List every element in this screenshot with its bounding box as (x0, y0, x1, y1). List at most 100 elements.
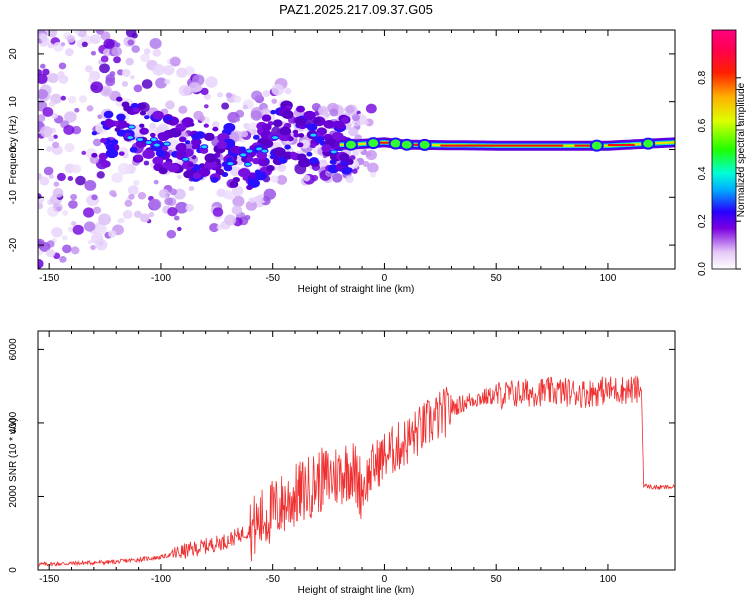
spectrogram-blob (198, 115, 206, 122)
spectrogram-blob (108, 230, 117, 238)
spectrogram-blob (48, 135, 55, 142)
spectrogram-blob (276, 175, 288, 185)
spectrogram-blob-core (130, 102, 139, 110)
spectrogram-blob (329, 108, 339, 117)
spectrogram-blob (178, 84, 192, 97)
spectrogram-blob-core (272, 147, 286, 157)
spectrogram-blob (212, 207, 224, 217)
spectrogram-blob (67, 226, 74, 233)
spectrogram-blob (63, 124, 75, 136)
spectrogram-blob (89, 155, 99, 164)
spectrogram-blob-core (98, 152, 109, 160)
spectrogram-blob (243, 122, 251, 130)
spectrogram-blob-core (309, 143, 316, 149)
spectrogram-blob (67, 95, 77, 104)
spectrogram-blob (240, 130, 249, 138)
spectrogram-xtick-label: -50 (265, 273, 280, 284)
spectrogram-blob (119, 217, 125, 224)
spectrogram-blob (248, 197, 256, 204)
spectrogram-blob-core (246, 156, 254, 162)
snr-ytick-label: 4000 (8, 411, 19, 434)
spectrogram-blob-core (139, 110, 147, 116)
spectrogram-blob-core (203, 123, 209, 128)
spectrogram-blob (242, 104, 249, 110)
spectrogram-blob (356, 110, 361, 115)
spectrogram-blob (173, 215, 180, 221)
spectrogram-blob (38, 114, 46, 123)
spectrogram-blob (270, 175, 279, 183)
spectrogram-blob-core (215, 168, 225, 176)
spectrogram-blob-core (281, 109, 294, 120)
spectrogram-blob (42, 38, 47, 43)
spectrogram-marks (38, 30, 675, 269)
spectrogram-blob-core (277, 156, 286, 163)
spectrogram-knot (589, 139, 604, 152)
spectrogram-blob (81, 150, 87, 156)
spectrogram-peak (245, 148, 254, 154)
spectrogram-blob (139, 213, 150, 223)
spectrogram-blob (66, 35, 76, 43)
spectrogram-blob (51, 227, 63, 238)
spectrogram-peak (329, 149, 338, 155)
spectrogram-blob (133, 84, 143, 93)
spectrogram-blob-core (298, 157, 311, 168)
spectrogram-blob (152, 63, 165, 76)
spectrogram-blob (188, 82, 201, 93)
spectrogram-blob-core (103, 110, 114, 119)
spectrogram-blob-core (261, 139, 274, 149)
spectrogram-blob (121, 80, 129, 87)
spectrogram-blob (39, 176, 50, 186)
spectrogram-blob (125, 57, 134, 66)
spectrogram-blob (148, 198, 162, 211)
spectrogram-blob (231, 185, 244, 197)
spectrogram-blob-core (253, 134, 260, 140)
snr-panel: -150 -100 -50 0 50 100 0 2000 4000 6000 Height of… (8, 330, 676, 596)
spectrogram-blob (127, 39, 135, 46)
spectrogram-blob (89, 34, 101, 45)
spectrogram-blob (209, 223, 220, 233)
spectrogram-blob (122, 209, 133, 219)
spectrogram-knot (343, 138, 358, 151)
spectrogram-blob (64, 142, 75, 153)
spectrogram-blob (83, 207, 95, 218)
spectrogram-peak (152, 142, 161, 148)
snr-frame (37, 330, 676, 571)
snr-xtick-label: -100 (151, 574, 171, 585)
spectrogram-blob (90, 81, 104, 94)
spectrogram-blob (277, 163, 287, 173)
spectrogram-blob-core (239, 146, 246, 152)
spectrogram-y-label: Frequency (Hz) (8, 116, 19, 185)
spectrogram-blob (46, 146, 53, 152)
spectrogram-x-label: Height of straight line (km) (298, 284, 415, 295)
colorbar-tick-label: 0.8 (697, 70, 708, 84)
spectrogram-blob-core (309, 157, 319, 165)
spectrogram-blob (75, 175, 86, 186)
spectrogram-blob (167, 206, 178, 217)
spectrogram-blob (169, 56, 181, 67)
spectrogram-xtick-label: 0 (382, 273, 388, 284)
spectrogram-blob (216, 188, 226, 198)
spectrogram-blob-core (341, 166, 352, 175)
spectrogram-blob (185, 203, 194, 212)
spectrogram-blob (47, 43, 54, 49)
spectrogram-blob (143, 160, 150, 166)
spectrogram-blob-core (118, 151, 125, 156)
spectrogram-blob-core (116, 96, 123, 102)
spectrogram-xtick-label: -100 (151, 273, 171, 284)
spectrogram-blob (345, 104, 358, 116)
spectrogram-blob-core (158, 167, 168, 175)
spectrogram-blob (43, 166, 54, 176)
spectrogram-blob (365, 149, 377, 161)
spectrogram-knot (641, 137, 656, 150)
spectrogram-blob (133, 179, 140, 186)
spectrogram-blob-core (175, 143, 187, 153)
spectrogram-knot (366, 137, 381, 150)
spectrogram-blob-core (105, 144, 115, 151)
spectrogram-blob (232, 195, 245, 207)
spectrogram-blob-core (195, 131, 206, 139)
spectrogram-blob (175, 201, 189, 214)
spectrogram-blob-core (104, 119, 116, 128)
spectrogram-knot (388, 137, 403, 150)
